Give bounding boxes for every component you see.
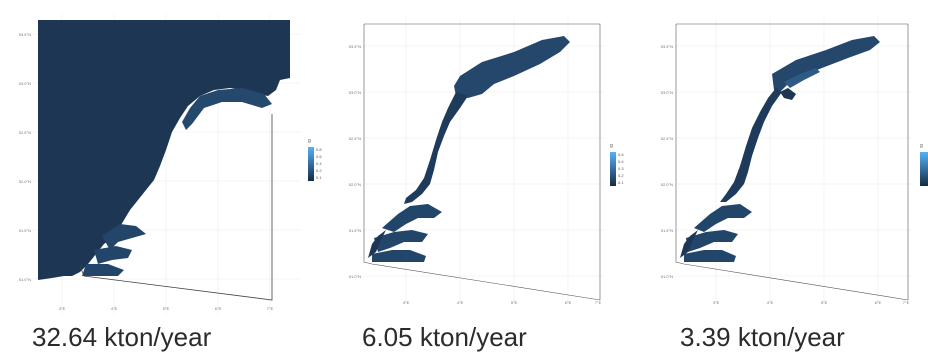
- emission-caption-1: 32.64 kton/year: [32, 322, 212, 352]
- svg-text:53.0°N: 53.0°N: [349, 90, 361, 95]
- svg-text:6°E: 6°E: [875, 300, 882, 305]
- svg-text:51.5°N: 51.5°N: [349, 228, 361, 233]
- svg-text:5°E: 5°E: [163, 306, 170, 311]
- svg-text:6°E: 6°E: [215, 306, 222, 311]
- svg-text:51.0°N: 51.0°N: [349, 274, 361, 279]
- svg-text:7°E: 7°E: [595, 300, 602, 305]
- svg-text:52.0°N: 52.0°N: [349, 182, 361, 187]
- svg-text:51.5°N: 51.5°N: [19, 228, 31, 233]
- map-3-lat-labels: 53.5°N 53.0°N 52.5°N 52.0°N 51.5°N 51.0°…: [661, 44, 673, 279]
- svg-text:53.5°N: 53.5°N: [661, 44, 673, 49]
- svg-text:52.5°N: 52.5°N: [349, 136, 361, 141]
- svg-text:53.5°N: 53.5°N: [349, 44, 361, 49]
- sea-area-1: [38, 20, 290, 280]
- map-3-lon-labels: 3°E 4°E 5°E 6°E 7°E: [713, 300, 910, 305]
- svg-text:52.5°N: 52.5°N: [19, 130, 31, 135]
- svg-text:53.0°N: 53.0°N: [19, 81, 31, 86]
- color-scale-bar: [610, 152, 616, 186]
- svg-text:4°E: 4°E: [767, 300, 774, 305]
- legend-title: g: [610, 143, 613, 149]
- svg-text:4°E: 4°E: [111, 306, 118, 311]
- map-panel-3: 53.5°N 53.0°N 52.5°N 52.0°N 51.5°N 51.0°…: [661, 18, 912, 305]
- svg-text:7°E: 7°E: [903, 300, 910, 305]
- svg-text:5°E: 5°E: [511, 300, 518, 305]
- svg-text:7°E: 7°E: [267, 306, 274, 311]
- map-3-plot: 53.5°N 53.0°N 52.5°N 52.0°N 51.5°N 51.0°…: [661, 18, 912, 305]
- map-2-lon-labels: 3°E 4°E 5°E 6°E 7°E: [403, 300, 602, 305]
- svg-text:51.0°N: 51.0°N: [661, 274, 673, 279]
- svg-text:52.0°N: 52.0°N: [661, 182, 673, 187]
- color-scale-bar: [920, 152, 928, 186]
- map-2-plot: 53.5°N 53.0°N 52.5°N 52.0°N 51.5°N 51.0°…: [349, 18, 604, 305]
- color-scale-bar: [308, 147, 314, 181]
- svg-text:6°E: 6°E: [565, 300, 572, 305]
- svg-text:51.0°N: 51.0°N: [19, 277, 31, 282]
- map-1-lat-labels: 53.5°N 53.0°N 52.5°N 52.0°N 51.5°N 51.0°…: [19, 32, 31, 282]
- svg-text:53.5°N: 53.5°N: [19, 32, 31, 37]
- emission-caption-2: 6.05 kton/year: [362, 322, 527, 352]
- sea-area-2: [454, 36, 570, 98]
- svg-text:5°E: 5°E: [821, 300, 828, 305]
- svg-text:53.0°N: 53.0°N: [661, 90, 673, 95]
- map-1-lon-labels: 3°E 4°E 5°E 6°E 7°E: [59, 306, 274, 311]
- svg-text:3°E: 3°E: [713, 300, 720, 305]
- map-panel-1: 53.5°N 53.0°N 52.5°N 52.0°N 51.5°N 51.0°…: [19, 14, 300, 314]
- map-1-plot: 53.5°N 53.0°N 52.5°N 52.0°N 51.5°N 51.0°…: [19, 14, 300, 314]
- svg-text:52.5°N: 52.5°N: [661, 136, 673, 141]
- svg-text:51.5°N: 51.5°N: [661, 228, 673, 233]
- svg-text:3°E: 3°E: [403, 300, 410, 305]
- svg-text:4°E: 4°E: [457, 300, 464, 305]
- sea-area-3: [772, 36, 880, 92]
- map-2-lat-labels: 53.5°N 53.0°N 52.5°N 52.0°N 51.5°N 51.0°…: [349, 44, 361, 279]
- legend-title: g: [920, 143, 923, 149]
- svg-text:3°E: 3°E: [59, 306, 66, 311]
- emission-caption-3: 3.39 kton/year: [680, 322, 845, 352]
- map-panel-2: 53.5°N 53.0°N 52.5°N 52.0°N 51.5°N 51.0°…: [349, 18, 604, 305]
- svg-text:52.0°N: 52.0°N: [19, 179, 31, 184]
- legend-title: g: [308, 138, 311, 144]
